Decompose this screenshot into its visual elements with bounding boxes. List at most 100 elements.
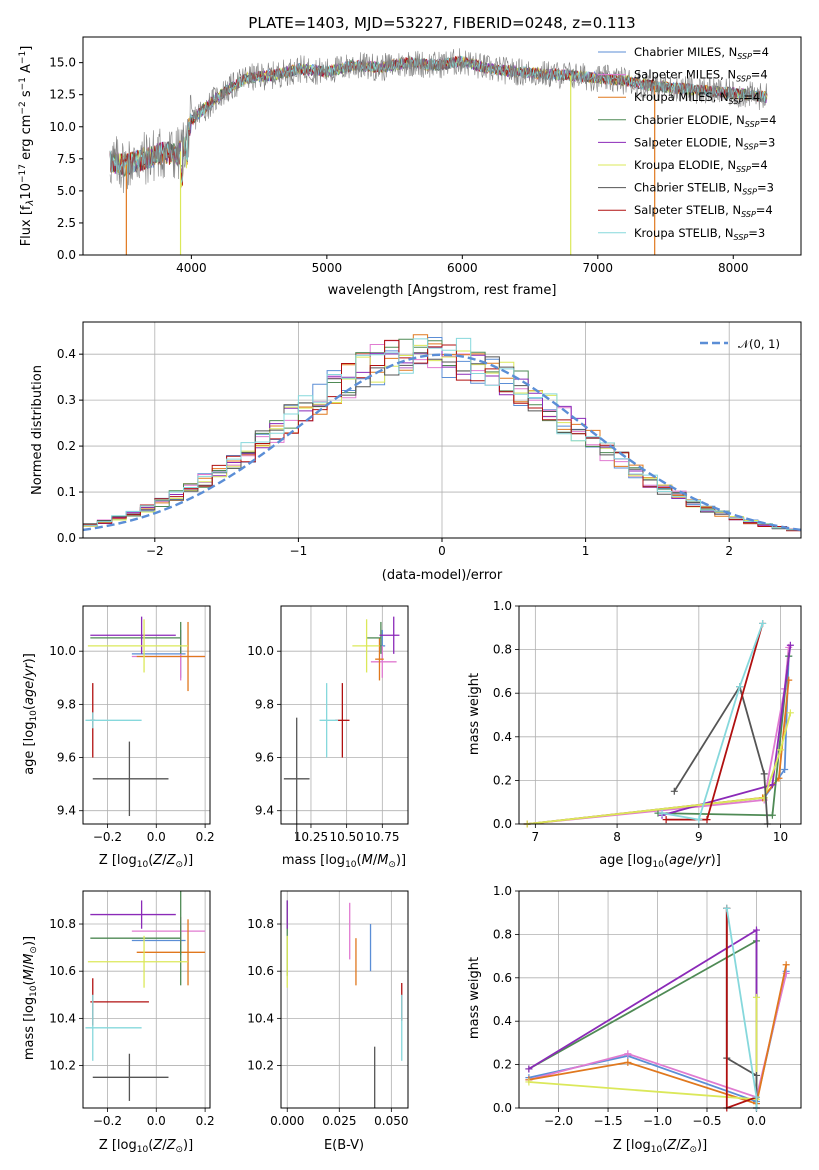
weight-marker-salpeter-elodie [786,641,794,649]
x-tick-label: 0 [438,544,446,558]
y-tick-label: 5.0 [57,184,76,198]
spectrum-panel: 4000 5000 6000 7000 8000 0.0 2.5 5.0 7.5 10.0 12.5… [18,36,802,298]
x-tick-label: 5000 [312,261,343,275]
weight-marker-chabrier-stelib [760,770,768,778]
x-tick-label: 8 [613,830,621,844]
y-tick-label: 10.2 [247,1059,274,1073]
weight-marker-kroupa-stelib [752,1093,760,1101]
x-tick-label: 10.50 [329,830,363,844]
spectrum-legend: Chabrier MILES, NSSP=4 Salpeter MILES, NS… [598,45,776,242]
weight-marker-kroupa-elodie [786,709,794,717]
y-tick-label: 0.8 [493,643,512,657]
x-tick-label: −1.0 [643,1114,672,1128]
weight-marker-kroupa-stelib [736,683,744,691]
x-tick-label: −1 [290,544,308,558]
y-tick-label: 0.4 [493,730,512,744]
weight-vs-Z-panel: −2.0 −1.5 −1.0 −0.5 0.0 0.0 0.2 0.4 0.6 0.8 1.0 [493,884,802,1128]
mZ-xlabel: Z [log10(Z/Z⊙)] [99,1138,193,1155]
mass-vs-Z-panel: −0.2 0.0 0.2 10.2 10.4 10.6 10.8 [49,890,215,1128]
y-tick-label: 10.0 [49,120,76,134]
legend-label-kroupa-stelib: Kroupa STELIB, NSSP=3 [634,226,765,242]
y-tick-label: 0.0 [493,817,512,831]
weight-marker-kroupa-elodie [777,746,785,754]
weight-marker-salpeter-stelib [703,816,711,824]
y-tick-label: 12.5 [49,88,76,102]
weight-line-kroupa-miles [528,964,788,1105]
weight-marker-kroupa-miles [782,961,790,969]
weight-marker-salpeter-miles [624,1050,632,1058]
weight-marker-kroupa-miles [624,1058,632,1066]
x-tick-label: 4000 [176,261,207,275]
x-tick-label: 9 [695,830,703,844]
weight-marker-salpeter-elodie [752,926,760,934]
y-tick-label: 9.6 [57,751,76,765]
y-tick-label: 10.2 [49,1059,76,1073]
legend-label-chabrier-miles: Chabrier MILES, NSSP=4 [634,45,769,61]
weight-line-chabrier-stelib [673,684,769,825]
y-tick-label: 9.6 [255,751,274,765]
weight-marker-chabrier-stelib [752,1071,760,1079]
x-tick-label: 0.0 [747,1114,766,1128]
x-tick-label: 0.050 [374,1114,408,1128]
x-tick-label: 8000 [718,261,749,275]
y-tick-label: 15.0 [49,56,76,70]
legend-label-salpeter-stelib: Salpeter STELIB, NSSP=4 [634,203,773,219]
y-tick-label: 10.6 [49,964,76,978]
x-tick-label: 1 [582,544,590,558]
x-tick-label: 0.025 [322,1114,356,1128]
y-tick-label: 10.8 [49,917,76,931]
x-tick-label: 0.0 [147,1114,166,1128]
weight-line-kroupa-stelib [661,623,764,821]
weight-marker-kroupa-stelib [695,816,703,824]
x-tick-label: −1.5 [593,1114,622,1128]
weight-marker-salpeter-elodie [768,781,776,789]
hist-legend-label: 𝒩(0, 1) [738,337,780,351]
weight-marker-kroupa-stelib [658,809,666,817]
y-tick-label: 0.2 [493,1058,512,1072]
legend-label-salpeter-miles: Salpeter MILES, NSSP=4 [634,68,768,84]
legend-label-kroupa-elodie: Kroupa ELODIE, NSSP=4 [634,158,768,174]
hist-step-kroupa-stelib [83,337,801,531]
x-tick-label: −0.2 [93,1114,122,1128]
y-tick-label: 0.1 [57,485,76,499]
weight-marker-kroupa-elodie [525,1078,533,1086]
hist-ylabel: Normed distribution [30,365,45,495]
weight-marker-salpeter-elodie [525,1065,533,1073]
weight-marker-chabrier-elodie [768,811,776,819]
normal-curve [82,353,802,532]
y-tick-label: 2.5 [57,216,76,230]
y-tick-label: 10.8 [247,917,274,931]
x-tick-label: 0.000 [270,1114,304,1128]
x-tick-label: 2 [725,544,733,558]
y-tick-label: 0.4 [57,347,76,361]
wZ-xlabel: Z [log10(Z/Z⊙)] [613,1138,707,1155]
y-tick-label: 10.6 [247,964,274,978]
y-tick-label: 0.6 [493,971,512,985]
y-tick-label: 0.4 [493,1014,512,1028]
y-tick-label: 9.4 [57,804,76,818]
weight-marker-kroupa-stelib [759,619,767,627]
weight-marker-kroupa-elodie [752,993,760,1001]
y-tick-label: 1.0 [493,599,512,613]
y-tick-label: 10.0 [247,644,274,658]
wAge-xlabel: age [log10(age/yr)] [599,853,721,870]
hist-step-chabrier-stelib [83,352,801,530]
y-tick-label: 10.4 [49,1011,76,1025]
y-tick-label: 7.5 [57,152,76,166]
mE-xlabel: E(B-V) [324,1138,364,1153]
wZ-ylabel: mass weight [467,957,482,1039]
y-tick-label: 0.6 [493,686,512,700]
x-tick-label: 6000 [447,261,478,275]
x-tick-label: −2 [146,544,164,558]
wAge-ylabel: mass weight [467,673,482,755]
legend-label-chabrier-stelib: Chabrier STELIB, NSSP=3 [634,181,774,197]
residual-histogram-panel: −2 −1 0 1 2 0.0 0.1 0.2 0.3 0.4 (data-model)/erro… [30,321,802,583]
y-tick-label: 0.2 [493,773,512,787]
weight-marker-chabrier-miles [781,766,789,773]
weight-marker-salpeter-stelib [662,816,670,824]
hist-legend: 𝒩(0, 1) [700,337,780,351]
ageZ-xlabel: Z [log10(Z/Z⊙)] [99,853,193,870]
spectrum-xlabel: wavelength [Angstrom, rest frame] [328,283,557,298]
ageZ-ylabel: age [log10(age/yr)] [22,653,39,775]
y-tick-label: 0.0 [493,1101,512,1115]
